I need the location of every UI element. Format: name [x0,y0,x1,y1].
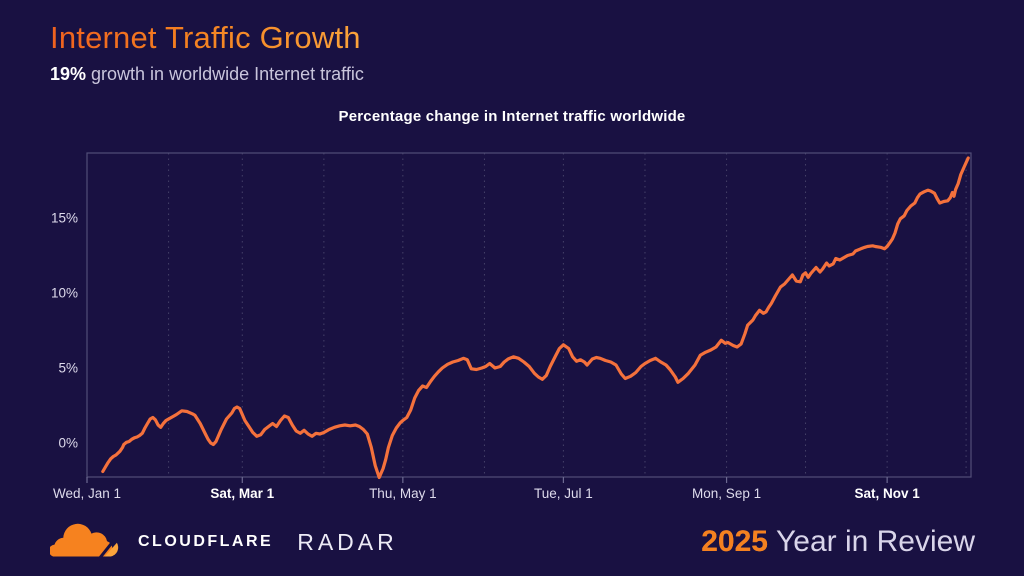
year-label: 2025 [701,525,768,558]
x-axis-label: Tue, Jul 1 [534,486,593,501]
traffic-growth-line [101,156,970,480]
growth-description: growth in worldwide Internet traffic [86,64,364,84]
plot-frame [86,152,972,478]
x-axis-label: Sat, Nov 1 [854,486,920,501]
y-axis-label: 0% [58,436,78,451]
chart-title: Percentage change in Internet traffic wo… [338,108,686,125]
y-axis-label: 10% [51,286,78,301]
x-axis-label: Mon, Sep 1 [692,486,761,501]
product-name: RADAR [297,528,398,555]
cloudflare-logo-icon [50,523,119,561]
tagline-label: Year in Review [776,525,975,558]
y-axis-label: 5% [58,361,78,376]
x-axis-label: Thu, May 1 [369,486,437,501]
growth-value: 19% [50,64,87,84]
cloudflare-radar-lockup: CLOUDFLARE RADAR [50,522,398,562]
brand-name: CLOUDFLARE [138,533,274,550]
page-header: Internet Traffic Growth 19% growth in wo… [50,20,364,85]
year-in-review-lockup: 2025 Year in Review [701,525,975,559]
footer: CLOUDFLARE RADAR 2025 Year in Review [50,520,975,564]
x-axis-label: Wed, Jan 1 [53,486,121,501]
page-subtitle: 19% growth in worldwide Internet traffic [50,64,364,85]
x-axis-label: Sat, Mar 1 [210,486,274,501]
page-title: Internet Traffic Growth [50,20,364,56]
y-axis-label: 15% [51,211,78,226]
